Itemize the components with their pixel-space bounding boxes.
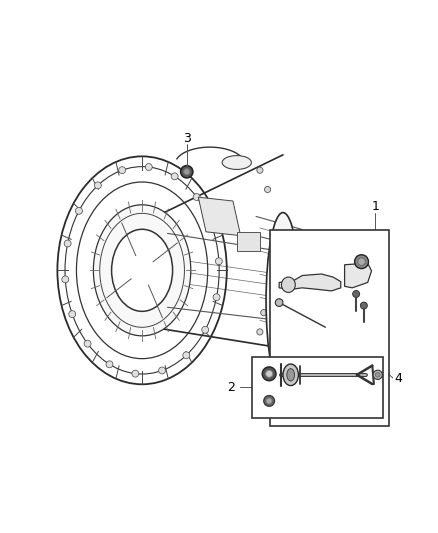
Ellipse shape xyxy=(283,364,298,385)
Circle shape xyxy=(266,370,272,377)
Circle shape xyxy=(202,326,208,333)
Circle shape xyxy=(358,258,365,265)
Text: 4: 4 xyxy=(368,394,376,407)
Circle shape xyxy=(183,352,190,359)
Circle shape xyxy=(84,340,91,347)
Circle shape xyxy=(375,373,380,377)
Text: 4: 4 xyxy=(395,372,403,385)
Ellipse shape xyxy=(287,369,294,381)
Bar xyxy=(237,232,260,251)
Text: 1: 1 xyxy=(371,200,379,213)
Ellipse shape xyxy=(222,156,251,169)
Ellipse shape xyxy=(282,277,295,293)
Circle shape xyxy=(145,164,152,171)
Circle shape xyxy=(264,395,275,406)
Circle shape xyxy=(213,294,220,301)
Circle shape xyxy=(180,166,193,178)
Ellipse shape xyxy=(93,205,191,336)
Circle shape xyxy=(193,193,200,200)
Circle shape xyxy=(184,168,190,175)
Circle shape xyxy=(62,276,69,283)
Circle shape xyxy=(171,173,178,180)
Text: 2: 2 xyxy=(227,381,235,394)
Circle shape xyxy=(266,398,272,403)
Bar xyxy=(270,230,389,426)
Polygon shape xyxy=(345,263,371,288)
Text: 3: 3 xyxy=(183,132,191,145)
Circle shape xyxy=(360,302,367,309)
Circle shape xyxy=(95,182,101,189)
Text: 3: 3 xyxy=(369,367,376,381)
Ellipse shape xyxy=(266,213,300,390)
Circle shape xyxy=(261,310,267,316)
Polygon shape xyxy=(198,197,240,236)
Circle shape xyxy=(119,167,126,174)
Circle shape xyxy=(132,370,139,377)
Circle shape xyxy=(276,298,283,306)
Circle shape xyxy=(262,367,276,381)
Circle shape xyxy=(373,370,382,379)
Circle shape xyxy=(159,367,166,374)
Circle shape xyxy=(265,187,271,192)
Ellipse shape xyxy=(112,229,173,311)
Circle shape xyxy=(208,223,215,230)
Circle shape xyxy=(215,258,223,265)
Circle shape xyxy=(353,290,360,297)
Circle shape xyxy=(355,255,368,269)
Circle shape xyxy=(106,361,113,368)
Circle shape xyxy=(69,311,76,318)
Circle shape xyxy=(75,207,82,214)
Circle shape xyxy=(257,167,263,173)
Polygon shape xyxy=(279,274,341,291)
Bar xyxy=(252,357,383,418)
Circle shape xyxy=(257,329,263,335)
Circle shape xyxy=(64,240,71,247)
